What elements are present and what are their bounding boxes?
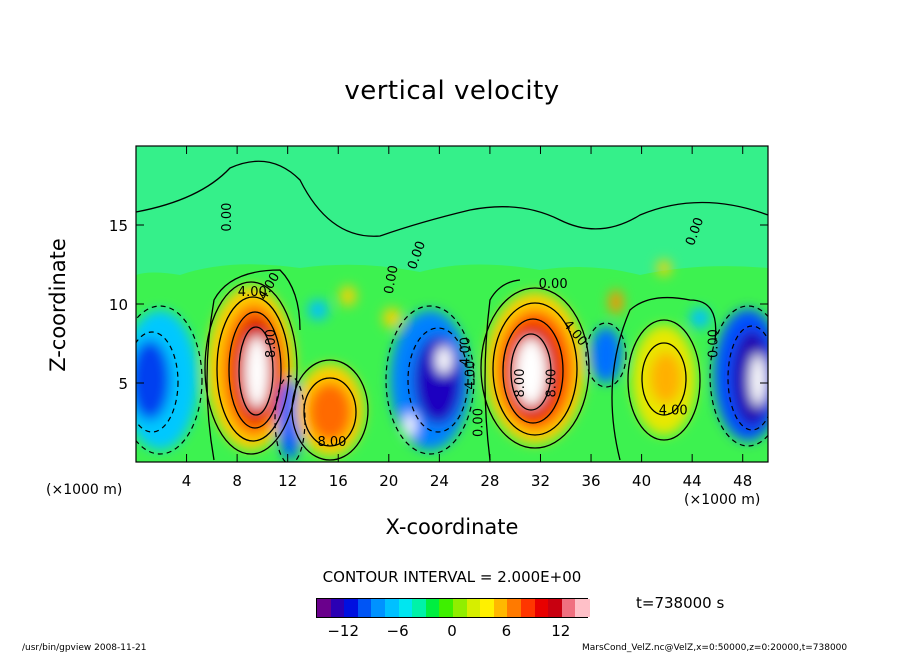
x-unit-left: (×1000 m) bbox=[46, 482, 123, 498]
colorbar-swatch bbox=[548, 599, 563, 617]
colorbar-swatch bbox=[561, 599, 576, 617]
x-unit-right: (×1000 m) bbox=[684, 492, 761, 508]
colorbar-tick-label: 0 bbox=[447, 622, 457, 640]
contour-label: 0.00 bbox=[382, 264, 402, 295]
small-cell-f bbox=[690, 308, 710, 328]
x-tick-label: 40 bbox=[632, 472, 651, 490]
small-cell-c bbox=[609, 290, 623, 314]
colorbar-swatch bbox=[344, 599, 359, 617]
colorbar-swatch bbox=[453, 599, 468, 617]
contour-label: 8.00 bbox=[317, 435, 346, 450]
colorbar-tick-label: −12 bbox=[327, 622, 360, 640]
colorbar-swatch bbox=[357, 599, 372, 617]
updraft-3-core bbox=[515, 338, 547, 406]
colorbar-swatch bbox=[493, 599, 508, 617]
y-tick-label: 15 bbox=[109, 217, 128, 235]
colorbar-swatch bbox=[439, 599, 454, 617]
updraft-1-core bbox=[245, 336, 269, 408]
colorbar-swatch bbox=[466, 599, 481, 617]
contour-lines bbox=[136, 160, 768, 461]
x-tick-label: 24 bbox=[430, 472, 449, 490]
colorbar-tick-label: −6 bbox=[386, 622, 409, 640]
colorbar-tick-label: 12 bbox=[551, 622, 571, 640]
y-tick-label: 10 bbox=[109, 296, 128, 314]
downdraft-2-core bbox=[436, 346, 452, 374]
time-label: t=738000 s bbox=[636, 594, 725, 612]
y-tick-label: 5 bbox=[118, 375, 128, 393]
contour-label: 8.00 bbox=[513, 369, 528, 398]
x-tick-label: 44 bbox=[683, 472, 702, 490]
footer-left: /usr/bin/gpview 2008-11-21 bbox=[22, 643, 147, 653]
chart-title: vertical velocity bbox=[344, 76, 560, 106]
colorbar-swatch bbox=[371, 599, 386, 617]
upper-field bbox=[136, 146, 768, 275]
colorbar-tick-label: 6 bbox=[501, 622, 512, 640]
contour-label: 4.00 bbox=[464, 361, 479, 390]
contour-label: 0.00 bbox=[539, 277, 568, 292]
downdraft-4-core bbox=[750, 354, 766, 406]
x-axis-label: X-coordinate bbox=[385, 515, 519, 539]
contour-label: 0.00 bbox=[220, 203, 235, 232]
downdraft-2-core-b bbox=[404, 413, 416, 437]
contour-label: 4.00 bbox=[459, 337, 474, 366]
x-tick-label: 36 bbox=[581, 472, 600, 490]
cell-left-core bbox=[136, 340, 170, 420]
contour-label: 0.00 bbox=[706, 329, 721, 358]
colorbar-swatch bbox=[480, 599, 495, 617]
footer-right: MarsCond_VelZ.nc@VelZ,x=0:50000,z=0:2000… bbox=[582, 643, 848, 653]
contour-interval-label: CONTOUR INTERVAL = 2.000E+00 bbox=[322, 568, 582, 586]
downdraft-1 bbox=[278, 380, 302, 460]
x-tick-label: 48 bbox=[733, 472, 752, 490]
y-axis-label: Z-coordinate bbox=[46, 238, 70, 372]
x-tick-label: 4 bbox=[182, 472, 192, 490]
x-tick-label: 20 bbox=[379, 472, 398, 490]
colorbar-swatch bbox=[534, 599, 549, 617]
x-tick-label: 32 bbox=[531, 472, 550, 490]
x-tick-label: 8 bbox=[232, 472, 242, 490]
updraft-4-inner bbox=[650, 352, 682, 404]
colorbar bbox=[316, 598, 590, 618]
colorbar-swatch bbox=[507, 599, 522, 617]
small-cell-a bbox=[340, 286, 356, 306]
colorbar-swatch bbox=[398, 599, 413, 617]
x-tick-label: 16 bbox=[329, 472, 348, 490]
downdraft-3 bbox=[590, 327, 622, 383]
plot-area bbox=[136, 146, 768, 462]
colorbar-swatch bbox=[521, 599, 536, 617]
negative-contours bbox=[136, 305, 768, 462]
colorbar-swatch bbox=[575, 599, 590, 617]
colorbar-swatch bbox=[412, 599, 427, 617]
colorbar-swatch bbox=[425, 599, 440, 617]
small-cell-e bbox=[308, 300, 328, 320]
small-cell-b bbox=[383, 308, 401, 328]
contour-label: 4.00 bbox=[238, 285, 267, 300]
downdraft-2-inner bbox=[414, 336, 462, 424]
colorbar-swatch bbox=[330, 599, 345, 617]
small-cell-d bbox=[657, 260, 671, 276]
colorbar-swatch bbox=[385, 599, 400, 617]
contour-label: 8.00 bbox=[264, 329, 279, 358]
x-tick-label: 28 bbox=[480, 472, 499, 490]
x-tick-label: 12 bbox=[278, 472, 297, 490]
updraft-2-inner bbox=[308, 382, 352, 442]
colorbar-swatch bbox=[317, 599, 332, 617]
contour-label: 4.00 bbox=[659, 404, 688, 419]
contour-label: 8.00 bbox=[545, 369, 560, 398]
contour-label: 0.00 bbox=[471, 408, 486, 437]
